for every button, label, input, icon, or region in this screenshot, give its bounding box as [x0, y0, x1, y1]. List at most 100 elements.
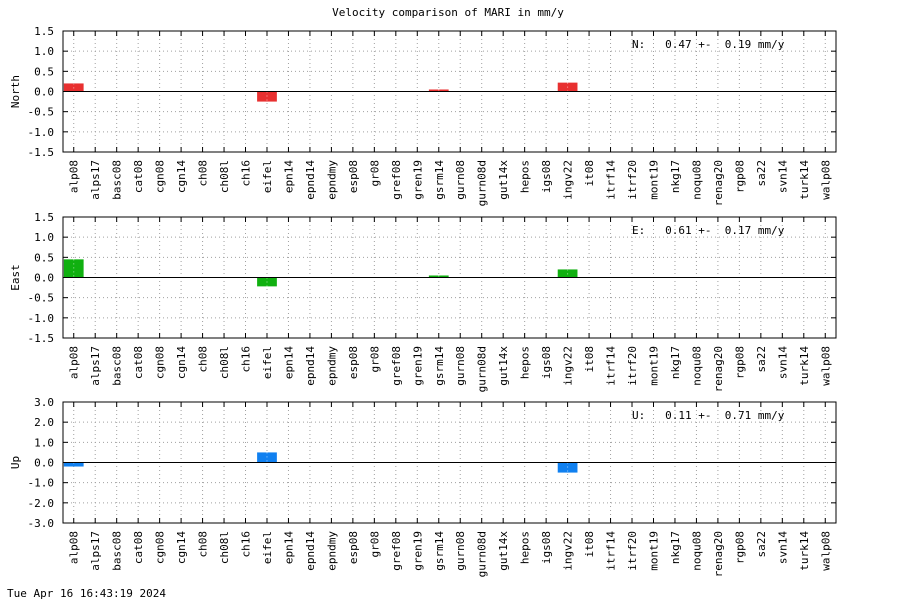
x-tick-label: gurn08d — [476, 160, 489, 206]
x-tick-label: gurn08 — [454, 160, 467, 200]
x-tick-label: alps17 — [89, 346, 102, 386]
x-tick-label: alps17 — [89, 531, 102, 571]
x-tick-label: mont19 — [647, 346, 660, 386]
x-tick-label: walp08 — [819, 346, 832, 386]
x-tick-label: cat08 — [132, 160, 145, 193]
x-tick-label: gr08 — [368, 160, 381, 187]
x-tick-label: gref08 — [390, 531, 403, 571]
panel-up: 3.0 2.0 1.0 0.0 -1.0 -2.0 -3.0 alp08 alps17 basc0… — [9, 396, 837, 577]
x-tick-label: gut14x — [497, 346, 510, 386]
x-tick-label: it08 — [583, 531, 596, 558]
x-tick-label: ch08 — [197, 346, 210, 373]
x-tick-label: igs08 — [540, 160, 553, 193]
x-tick-label: basc08 — [111, 531, 124, 571]
x-tick-label: ch08l — [218, 531, 231, 564]
y-tick-label: -3.0 — [28, 517, 55, 530]
x-tick-label: rgp08 — [733, 160, 746, 193]
x-tick-label: cgn08 — [154, 160, 167, 193]
x-tick-label: cgn14 — [175, 531, 188, 564]
y-tick-label: -1.5 — [28, 146, 55, 159]
x-tick-label: gref08 — [390, 346, 403, 386]
x-tick-label: eifel — [261, 160, 274, 193]
x-tick-label: walp08 — [819, 160, 832, 200]
bar-east-gsrm14 — [428, 275, 449, 278]
x-tick-label: gren19 — [411, 531, 424, 571]
bar-north-eifel — [257, 91, 277, 102]
x-tick-label: ch08l — [218, 160, 231, 193]
x-tick-label: epndmy — [325, 531, 338, 571]
x-tick-label: gurn08d — [476, 346, 489, 392]
stats-annotation: E: 0.61 +- 0.17 mm/y — [632, 224, 785, 237]
x-tick-label: nkg17 — [669, 531, 682, 564]
x-tick-label: it08 — [583, 160, 596, 187]
x-tick-label: gren19 — [411, 160, 424, 200]
x-tick-label: sa22 — [755, 531, 768, 558]
plot-frame — [62, 216, 837, 339]
stats-annotation: N: 0.47 +- 0.19 mm/y — [632, 38, 785, 51]
x-tick-label: gsrm14 — [433, 346, 446, 386]
x-tick-label: mont19 — [647, 160, 660, 200]
x-tick-label: cat08 — [132, 346, 145, 379]
x-tick-label: igs08 — [540, 531, 553, 564]
plot-frame — [62, 401, 837, 524]
x-tick-label: epnd14 — [304, 531, 317, 571]
y-tick-label: 1.0 — [34, 45, 54, 58]
x-tick-label: walp08 — [819, 531, 832, 571]
x-tick-label: svn14 — [776, 531, 789, 564]
y-tick-label: -1.0 — [28, 477, 55, 490]
x-tick-label: turk14 — [798, 160, 811, 200]
x-tick-label: epn14 — [282, 160, 295, 193]
x-tick-label: epndmy — [325, 346, 338, 386]
bar-east-alp08 — [63, 259, 84, 278]
x-tick-label: ch08 — [197, 531, 210, 558]
x-tick-label: cat08 — [132, 531, 145, 564]
stats-annotation: U: 0.11 +- 0.71 mm/y — [632, 409, 785, 422]
x-tick-label: rgp08 — [733, 346, 746, 379]
x-tick-label: cgn08 — [154, 346, 167, 379]
x-tick-label: basc08 — [111, 346, 124, 386]
x-tick-label: itrf14 — [605, 346, 618, 386]
x-tick-label: noqu08 — [690, 160, 703, 200]
x-tick-label: rgp08 — [733, 531, 746, 564]
panel-north: 1.5 1.0 0.5 0.0 -0.5 -1.0 -1.5 alp08 alps17 basc0… — [9, 25, 837, 206]
x-tick-label: cgn14 — [175, 346, 188, 379]
x-tick-label: mont19 — [647, 531, 660, 571]
x-tick-label: esp08 — [347, 346, 360, 379]
x-tick-label: alps17 — [89, 160, 102, 200]
x-tick-label: turk14 — [798, 346, 811, 386]
y-tick-label: 0.5 — [34, 251, 54, 264]
x-tick-label: gr08 — [368, 531, 381, 558]
x-tick-label: ch08l — [218, 346, 231, 379]
y-tick-label: -0.5 — [28, 106, 55, 119]
y-tick-label: 1.5 — [34, 211, 54, 224]
y-tick-label: -1.0 — [28, 126, 55, 139]
bar-up-alp08 — [63, 462, 84, 467]
y-tick-label: 1.0 — [34, 436, 54, 449]
y-axis-label: East — [9, 264, 22, 291]
y-tick-label: 0.0 — [34, 86, 54, 99]
x-tick-label: ch16 — [240, 531, 253, 558]
y-tick-label: -1.5 — [28, 332, 55, 345]
x-tick-label: ch16 — [240, 160, 253, 187]
x-tick-label: sa22 — [755, 346, 768, 373]
y-axis-label: Up — [9, 456, 22, 469]
x-tick-label: noqu08 — [690, 346, 703, 386]
x-tick-label: renag20 — [712, 531, 725, 577]
x-tick-label: cgn14 — [175, 160, 188, 193]
x-tick-label: alp08 — [68, 160, 81, 193]
y-tick-label: 0.5 — [34, 65, 54, 78]
x-tick-label: alp08 — [68, 346, 81, 379]
chart-title: Velocity comparison of MARI in mm/y — [332, 6, 564, 19]
x-tick-label: svn14 — [776, 346, 789, 379]
x-tick-label: igs08 — [540, 346, 553, 379]
x-tick-label: ch08 — [197, 160, 210, 187]
x-tick-label: gurn08 — [454, 531, 467, 571]
y-tick-label: 1.0 — [34, 231, 54, 244]
x-tick-label: hepos — [519, 160, 532, 193]
chart-panels: 1.5 1.0 0.5 0.0 -0.5 -1.0 -1.5 alp08 alps17 basc0… — [9, 25, 837, 577]
plot-frame — [62, 30, 837, 153]
x-tick-label: epnd14 — [304, 346, 317, 386]
bar-up-eifel — [257, 452, 277, 463]
x-tick-label: renag20 — [712, 346, 725, 392]
